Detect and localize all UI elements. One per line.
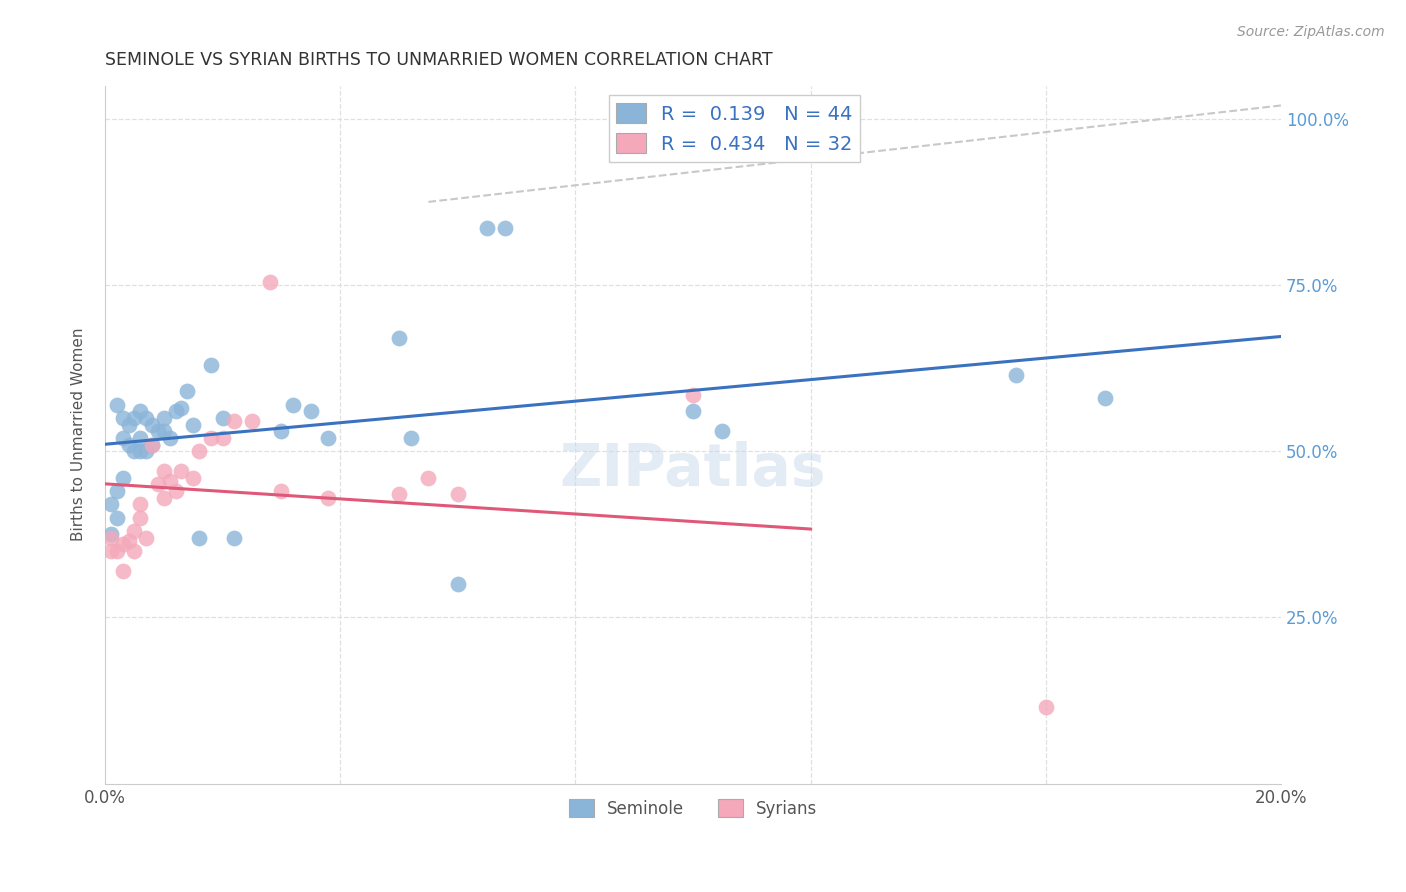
- Point: [111, 471, 134, 485]
- Point: [281, 398, 304, 412]
- Point: [111, 564, 134, 578]
- Point: [135, 444, 157, 458]
- Point: [100, 527, 122, 541]
- Point: [105, 398, 128, 412]
- Point: [270, 425, 292, 439]
- Point: [159, 431, 181, 445]
- Point: [494, 221, 516, 235]
- Point: [152, 425, 174, 439]
- Point: [100, 544, 122, 558]
- Point: [181, 417, 204, 432]
- Point: [711, 425, 734, 439]
- Point: [211, 411, 233, 425]
- Point: [200, 431, 222, 445]
- Point: [111, 411, 134, 425]
- Point: [105, 510, 128, 524]
- Point: [224, 414, 246, 428]
- Point: [1035, 700, 1057, 714]
- Point: [477, 221, 499, 235]
- Point: [447, 577, 470, 591]
- Point: [188, 531, 211, 545]
- Point: [159, 474, 181, 488]
- Point: [100, 531, 122, 545]
- Point: [200, 358, 222, 372]
- Point: [447, 487, 470, 501]
- Point: [176, 384, 198, 399]
- Point: [1094, 391, 1116, 405]
- Point: [270, 484, 292, 499]
- Text: SEMINOLE VS SYRIAN BIRTHS TO UNMARRIED WOMEN CORRELATION CHART: SEMINOLE VS SYRIAN BIRTHS TO UNMARRIED W…: [105, 51, 773, 69]
- Point: [259, 275, 281, 289]
- Y-axis label: Births to Unmarried Women: Births to Unmarried Women: [72, 328, 86, 541]
- Point: [124, 524, 146, 538]
- Point: [117, 417, 139, 432]
- Point: [682, 388, 704, 402]
- Point: [146, 477, 169, 491]
- Point: [111, 537, 134, 551]
- Point: [165, 484, 187, 499]
- Point: [100, 498, 122, 512]
- Point: [299, 404, 322, 418]
- Point: [240, 414, 263, 428]
- Point: [318, 431, 340, 445]
- Point: [152, 464, 174, 478]
- Point: [124, 444, 146, 458]
- Point: [129, 431, 152, 445]
- Point: [318, 491, 340, 505]
- Point: [124, 544, 146, 558]
- Point: [418, 471, 440, 485]
- Legend: Seminole, Syrians: Seminole, Syrians: [562, 793, 824, 824]
- Point: [388, 487, 411, 501]
- Point: [152, 411, 174, 425]
- Point: [129, 510, 152, 524]
- Point: [129, 498, 152, 512]
- Point: [129, 444, 152, 458]
- Text: ZIPatlas: ZIPatlas: [560, 441, 827, 498]
- Point: [135, 411, 157, 425]
- Point: [135, 531, 157, 545]
- Point: [111, 431, 134, 445]
- Point: [152, 491, 174, 505]
- Point: [165, 404, 187, 418]
- Point: [181, 471, 204, 485]
- Point: [105, 484, 128, 499]
- Text: Source: ZipAtlas.com: Source: ZipAtlas.com: [1237, 25, 1385, 39]
- Point: [141, 437, 163, 451]
- Point: [105, 544, 128, 558]
- Point: [146, 425, 169, 439]
- Point: [141, 417, 163, 432]
- Point: [399, 431, 422, 445]
- Point: [124, 411, 146, 425]
- Point: [682, 404, 704, 418]
- Point: [117, 437, 139, 451]
- Point: [141, 437, 163, 451]
- Point: [170, 401, 193, 415]
- Point: [129, 404, 152, 418]
- Point: [224, 531, 246, 545]
- Point: [211, 431, 233, 445]
- Point: [388, 331, 411, 345]
- Point: [170, 464, 193, 478]
- Point: [117, 534, 139, 549]
- Point: [1005, 368, 1028, 382]
- Point: [188, 444, 211, 458]
